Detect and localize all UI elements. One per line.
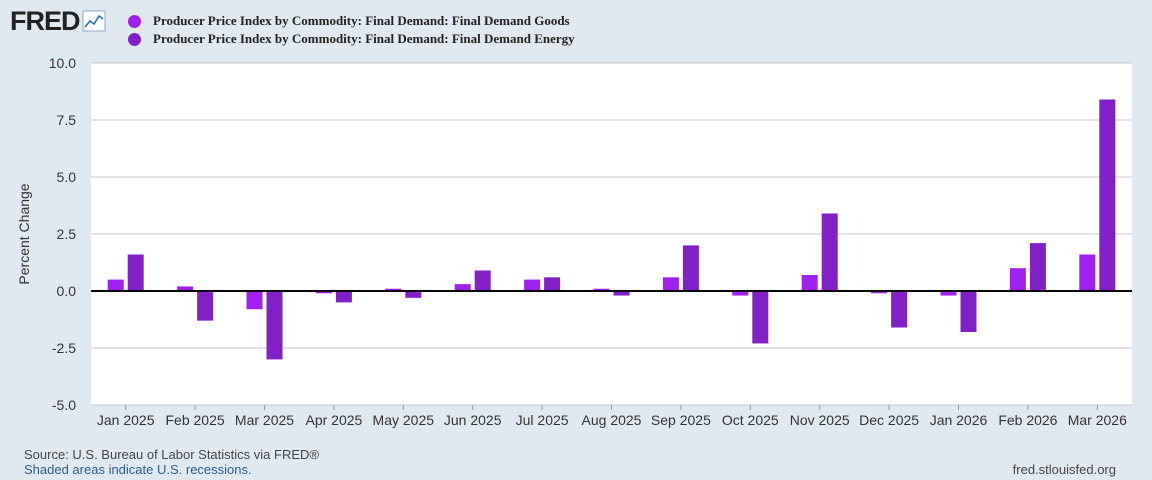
bar-energy[interactable] <box>1029 243 1046 291</box>
bar-energy[interactable] <box>821 213 838 291</box>
bar-energy[interactable] <box>127 254 144 291</box>
bar-goods[interactable] <box>454 284 471 291</box>
legend-swatch-goods <box>128 14 141 28</box>
bar-energy[interactable] <box>613 291 630 296</box>
x-tick-label: Mar 2025 <box>235 412 294 428</box>
x-tick-label: Nov 2025 <box>790 412 850 428</box>
legend-label-energy: Producer Price Index by Commodity: Final… <box>153 31 575 46</box>
bar-goods[interactable] <box>177 286 194 291</box>
legend-item-goods[interactable]: Producer Price Index by Commodity: Final… <box>128 12 575 30</box>
bar-goods[interactable] <box>1079 254 1096 291</box>
y-axis-ticks: 10.0 7.5 5.0 2.5 0.0 -2.5 -5.0 <box>49 55 76 413</box>
bar-energy[interactable] <box>891 291 908 328</box>
x-tick-label: Apr 2025 <box>305 412 362 428</box>
bar-energy[interactable] <box>474 270 491 291</box>
bar-energy[interactable] <box>682 245 699 291</box>
y-tick-label: 10.0 <box>49 55 76 71</box>
y-tick-label: -2.5 <box>52 340 76 356</box>
x-tick-label: Aug 2025 <box>582 412 642 428</box>
bar-goods[interactable] <box>801 275 818 291</box>
bar-goods[interactable] <box>1009 268 1026 291</box>
bar-goods[interactable] <box>732 291 749 296</box>
bar-energy[interactable] <box>1099 99 1116 291</box>
x-tick-label: May 2025 <box>373 412 435 428</box>
bar-goods[interactable] <box>593 288 610 291</box>
bar-goods[interactable] <box>315 291 332 294</box>
legend-label-goods: Producer Price Index by Commodity: Final… <box>153 13 570 28</box>
x-tick-label: Jan 2025 <box>97 412 155 428</box>
chart: 10.0 7.5 5.0 2.5 0.0 -2.5 -5.0 Jan 2025 Feb 202… <box>16 55 1132 428</box>
bars <box>107 99 1116 360</box>
fred-chart-icon <box>82 10 105 32</box>
x-tick-label: Feb 2025 <box>166 412 225 428</box>
bar-energy[interactable] <box>544 277 561 291</box>
x-tick-label: Mar 2026 <box>1068 412 1127 428</box>
x-tick-label: Feb 2026 <box>998 412 1057 428</box>
bar-goods[interactable] <box>524 279 541 291</box>
x-tick-label: Jun 2025 <box>444 412 502 428</box>
y-tick-label: 5.0 <box>57 169 77 185</box>
y-tick-label: 0.0 <box>57 283 77 299</box>
y-tick-label: -5.0 <box>52 397 76 413</box>
bar-goods[interactable] <box>107 279 124 291</box>
recession-note[interactable]: Shaded areas indicate U.S. recessions. <box>24 462 252 477</box>
x-tick-label: Jan 2026 <box>930 412 988 428</box>
bar-energy[interactable] <box>335 291 352 303</box>
chart-footer: Source: U.S. Bureau of Labor Statistics … <box>24 447 319 477</box>
fred-logo[interactable]: FRED <box>10 6 106 36</box>
bar-goods[interactable] <box>871 291 888 294</box>
legend-item-energy[interactable]: Producer Price Index by Commodity: Final… <box>128 30 575 48</box>
x-axis-ticks: Jan 2025 Feb 2025 Mar 2025 Apr 2025 May 2025… <box>97 405 1127 428</box>
bar-goods[interactable] <box>662 277 679 291</box>
source-note: Source: U.S. Bureau of Labor Statistics … <box>24 447 319 462</box>
x-tick-label: Dec 2025 <box>859 412 919 428</box>
y-axis-label: Percent Change <box>16 183 32 284</box>
bar-energy[interactable] <box>960 291 977 333</box>
y-tick-label: 7.5 <box>57 112 77 128</box>
fred-logo-text: FRED <box>10 6 80 36</box>
fred-url-link[interactable]: fred.stlouisfed.org <box>1012 462 1116 477</box>
y-tick-label: 2.5 <box>57 226 77 242</box>
chart-legend: Producer Price Index by Commodity: Final… <box>128 12 575 48</box>
x-tick-label: Jul 2025 <box>516 412 569 428</box>
bar-goods[interactable] <box>385 288 402 291</box>
bar-energy[interactable] <box>752 291 769 344</box>
legend-swatch-energy <box>128 32 141 46</box>
bar-energy[interactable] <box>405 291 422 298</box>
bar-energy[interactable] <box>266 291 283 360</box>
bar-energy[interactable] <box>197 291 214 321</box>
bar-goods[interactable] <box>940 291 957 296</box>
x-tick-label: Sep 2025 <box>651 412 711 428</box>
bar-goods[interactable] <box>246 291 263 310</box>
x-tick-label: Oct 2025 <box>722 412 779 428</box>
